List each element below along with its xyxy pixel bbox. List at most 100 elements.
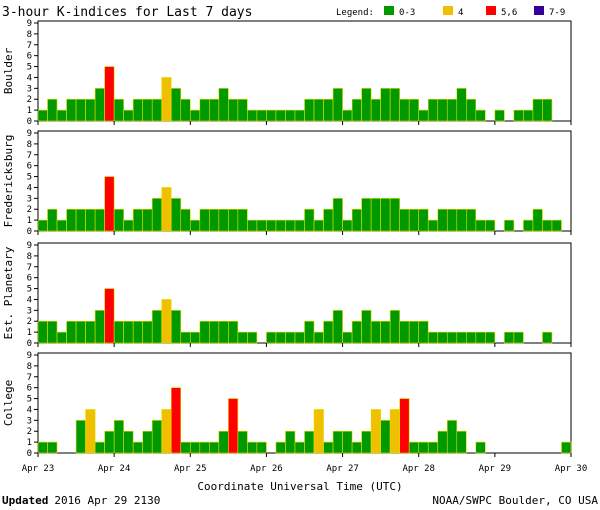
bar-1-41 [418,109,429,122]
y-tick-label: 9 [27,241,32,251]
bar-4-35 [361,430,372,454]
bar-3-34 [351,320,362,344]
bar-4-11 [132,441,143,454]
y-tick-label: 9 [27,19,32,29]
bar-2-22 [237,208,248,232]
bar-2-48 [485,219,496,232]
bar-4-28 [294,441,305,454]
bar-3-21 [228,320,239,344]
legend-item-3: 5,6 [501,8,517,18]
bar-2-30 [313,219,324,232]
bar-1-8 [104,66,115,122]
x-tick-label: Apr 26 [250,464,283,474]
bar-4-7 [94,441,105,454]
bar-2-55 [551,219,562,232]
y-tick-label: 8 [27,30,32,40]
bar-2-12 [142,208,153,232]
bar-2-19 [209,208,220,232]
bar-3-43 [437,331,448,344]
legend-swatch-3 [486,6,496,15]
legend-item-1: 0-3 [399,8,415,18]
bar-3-40 [408,320,420,344]
legend-item-2: 4 [458,8,463,18]
bar-2-54 [542,219,553,232]
bar-4-24 [256,441,267,454]
bar-3-19 [209,320,220,344]
x-tick-label: Apr 23 [22,464,55,474]
bar-2-25 [266,219,277,232]
bar-2-20 [218,208,229,232]
bar-3-28 [294,331,305,344]
bar-4-20 [218,430,229,454]
bar-1-32 [332,88,343,122]
bar-4-13 [151,420,163,454]
bar-3-8 [104,288,115,344]
y-tick-label: 5 [27,395,32,405]
bar-1-28 [294,109,305,122]
y-tick-label: 6 [27,274,32,284]
bar-2-13 [151,198,163,232]
bar-1-4 [66,98,77,122]
bar-3-27 [285,331,296,344]
bar-4-21 [228,398,239,454]
bar-1-49 [494,109,505,122]
y-tick-label: 6 [27,384,32,394]
bar-1-1 [37,109,48,122]
y-tick-label: 1 [27,438,32,448]
bar-4-22 [237,430,248,454]
y-tick-label: 3 [27,306,32,316]
bar-2-37 [380,198,391,232]
bar-2-9 [113,208,124,232]
bar-2-47 [475,219,486,232]
bar-4-30 [313,409,324,454]
bar-3-33 [342,331,353,344]
bar-2-24 [256,219,267,232]
bar-2-1 [37,219,48,232]
bar-1-23 [247,109,258,122]
bar-1-20 [218,88,229,122]
y-tick-label: 1 [27,328,32,338]
bar-2-16 [180,208,191,232]
bar-2-28 [294,219,305,232]
bar-1-52 [523,109,534,122]
y-tick-label: 6 [27,162,32,172]
bar-4-44 [446,420,458,454]
credit-text: NOAA/SWPC Boulder, CO USA [432,494,598,507]
bar-3-54 [542,331,553,344]
bar-2-42 [427,219,439,232]
bar-4-41 [418,441,429,454]
bar-3-20 [218,320,229,344]
x-tick-label: Apr 29 [479,464,512,474]
bar-4-8 [104,430,115,454]
bar-2-5 [75,208,86,232]
bar-1-54 [542,98,553,122]
bar-3-3 [56,331,67,344]
bar-1-34 [351,98,362,122]
y-tick-label: 3 [27,416,32,426]
bar-2-31 [323,208,334,232]
x-tick-label: Apr 30 [555,464,588,474]
bar-2-21 [228,208,239,232]
legend-label: Legend: [336,8,374,18]
bar-4-38 [389,409,400,454]
bar-1-7 [94,88,105,122]
bar-4-33 [342,430,353,454]
bar-4-39 [399,398,410,454]
bar-1-29 [304,98,315,122]
bar-2-3 [56,219,67,232]
bar-2-53 [532,208,543,232]
bar-2-27 [285,219,296,232]
bar-2-23 [247,219,258,232]
bar-3-23 [247,331,258,344]
bar-1-30 [313,98,324,122]
y-tick-label: 0 [27,449,32,459]
bar-1-18 [199,98,210,122]
bar-2-32 [332,198,343,232]
bar-4-12 [142,430,153,454]
bar-2-15 [170,198,182,232]
y-tick-label: 4 [27,183,32,193]
bar-2-36 [370,198,381,232]
bar-2-29 [304,208,315,232]
bar-3-31 [323,320,334,344]
